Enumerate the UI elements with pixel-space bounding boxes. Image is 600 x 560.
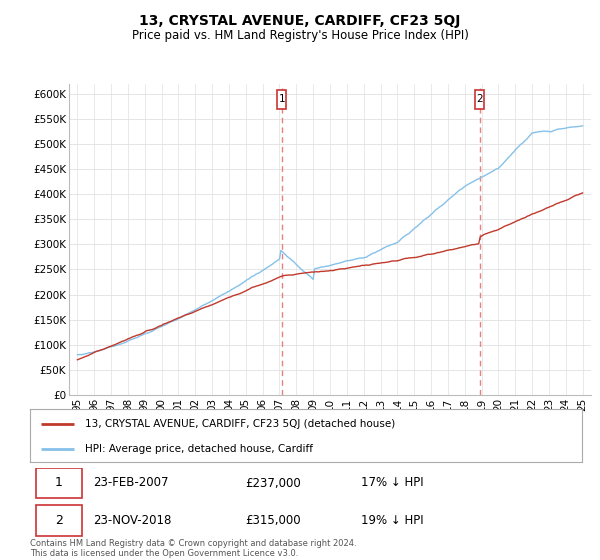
- Text: 2: 2: [476, 94, 483, 104]
- FancyBboxPatch shape: [35, 505, 82, 535]
- FancyBboxPatch shape: [475, 90, 484, 109]
- FancyBboxPatch shape: [277, 90, 286, 109]
- Text: £237,000: £237,000: [245, 477, 301, 489]
- Text: 13, CRYSTAL AVENUE, CARDIFF, CF23 5QJ: 13, CRYSTAL AVENUE, CARDIFF, CF23 5QJ: [139, 14, 461, 28]
- Text: 1: 1: [55, 477, 62, 489]
- Text: Contains HM Land Registry data © Crown copyright and database right 2024.
This d: Contains HM Land Registry data © Crown c…: [30, 539, 356, 558]
- Text: HPI: Average price, detached house, Cardiff: HPI: Average price, detached house, Card…: [85, 444, 313, 454]
- Text: 19% ↓ HPI: 19% ↓ HPI: [361, 514, 424, 526]
- Text: £315,000: £315,000: [245, 514, 301, 526]
- Text: 17% ↓ HPI: 17% ↓ HPI: [361, 477, 424, 489]
- Text: 1: 1: [278, 94, 285, 104]
- FancyBboxPatch shape: [35, 468, 82, 498]
- Text: 2: 2: [55, 514, 62, 526]
- Text: 23-FEB-2007: 23-FEB-2007: [94, 477, 169, 489]
- Text: 23-NOV-2018: 23-NOV-2018: [94, 514, 172, 526]
- Text: Price paid vs. HM Land Registry's House Price Index (HPI): Price paid vs. HM Land Registry's House …: [131, 29, 469, 42]
- Text: 13, CRYSTAL AVENUE, CARDIFF, CF23 5QJ (detached house): 13, CRYSTAL AVENUE, CARDIFF, CF23 5QJ (d…: [85, 419, 395, 429]
